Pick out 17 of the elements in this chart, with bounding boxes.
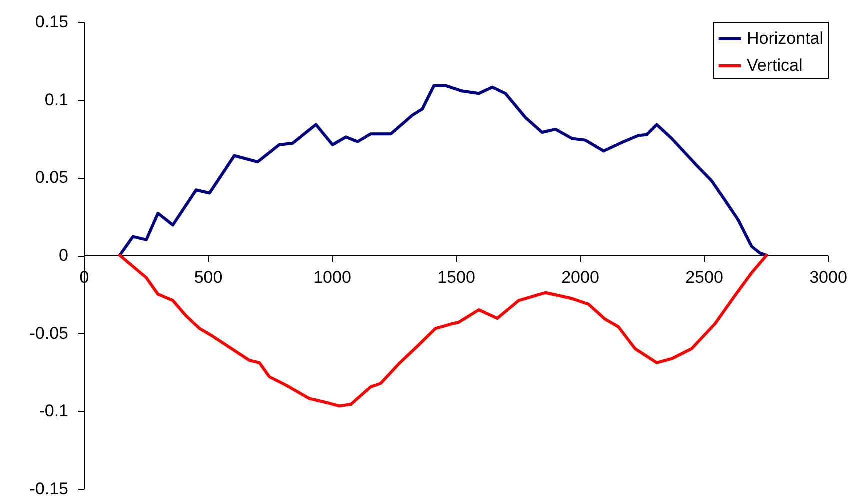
x-tick-label: 2000 (562, 268, 600, 287)
x-tick-label: 1000 (314, 268, 352, 287)
y-tick-label: 0 (59, 246, 68, 265)
y-tick-label: -0.1 (39, 402, 68, 421)
legend-label: Horizontal (747, 29, 824, 48)
y-tick-label: -0.05 (30, 324, 68, 343)
y-tick-label: 0.15 (35, 12, 68, 32)
x-tick-label: 1500 (438, 268, 476, 287)
y-tick-label: -0.15 (30, 480, 68, 497)
line-series (118, 84, 768, 257)
x-tick-label: 500 (194, 268, 223, 287)
y-tick-label: 0.1 (44, 90, 68, 110)
y-tick-label: 0.05 (35, 168, 68, 188)
x-tick-label: 3000 (810, 268, 848, 287)
legend-label: Vertical (747, 56, 803, 75)
line-series (118, 254, 768, 408)
x-tick-label: 2500 (686, 268, 724, 287)
